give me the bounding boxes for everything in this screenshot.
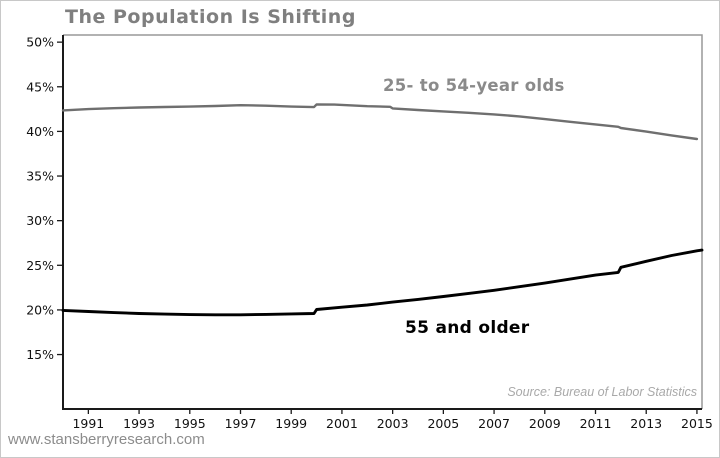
x-tick-label: 2003 xyxy=(377,416,409,431)
x-tick-label: 2007 xyxy=(478,416,510,431)
x-tick-label: 2009 xyxy=(529,416,561,431)
series-label-55-older: 55 and older xyxy=(405,318,530,338)
series-line-25-54 xyxy=(61,103,699,141)
y-tick-label: 45% xyxy=(26,79,54,94)
y-tick-label: 20% xyxy=(26,302,54,317)
x-tick-label: 1999 xyxy=(275,416,307,431)
x-tick-label: 2001 xyxy=(326,416,358,431)
series-label-25-54: 25- to 54-year olds xyxy=(383,76,565,95)
x-tick-label: 1995 xyxy=(174,416,206,431)
plot-frame-axes xyxy=(62,35,702,410)
source-note: Source: Bureau of Labor Statistics xyxy=(507,385,697,399)
x-tick-label: 2015 xyxy=(681,416,713,431)
x-tick-label: 1997 xyxy=(225,416,257,431)
y-tick-label: 25% xyxy=(26,258,54,273)
chart-title: The Population Is Shifting xyxy=(65,6,356,28)
x-tick-label: 2011 xyxy=(580,416,612,431)
y-tick-label: 15% xyxy=(26,347,54,362)
y-tick-label: 35% xyxy=(26,169,54,184)
series-line-55-older xyxy=(61,248,704,317)
y-tick-label: 30% xyxy=(26,213,54,228)
plot-frame-light xyxy=(63,34,703,409)
x-tick-label: 1991 xyxy=(72,416,104,431)
x-tick-label: 2013 xyxy=(630,416,662,431)
y-tick-label: 40% xyxy=(26,124,54,139)
x-tick-label: 2005 xyxy=(427,416,459,431)
website-url: www.stansberryresearch.com xyxy=(8,431,205,448)
y-tick-label: 50% xyxy=(26,35,54,50)
x-tick-label: 1993 xyxy=(123,416,155,431)
